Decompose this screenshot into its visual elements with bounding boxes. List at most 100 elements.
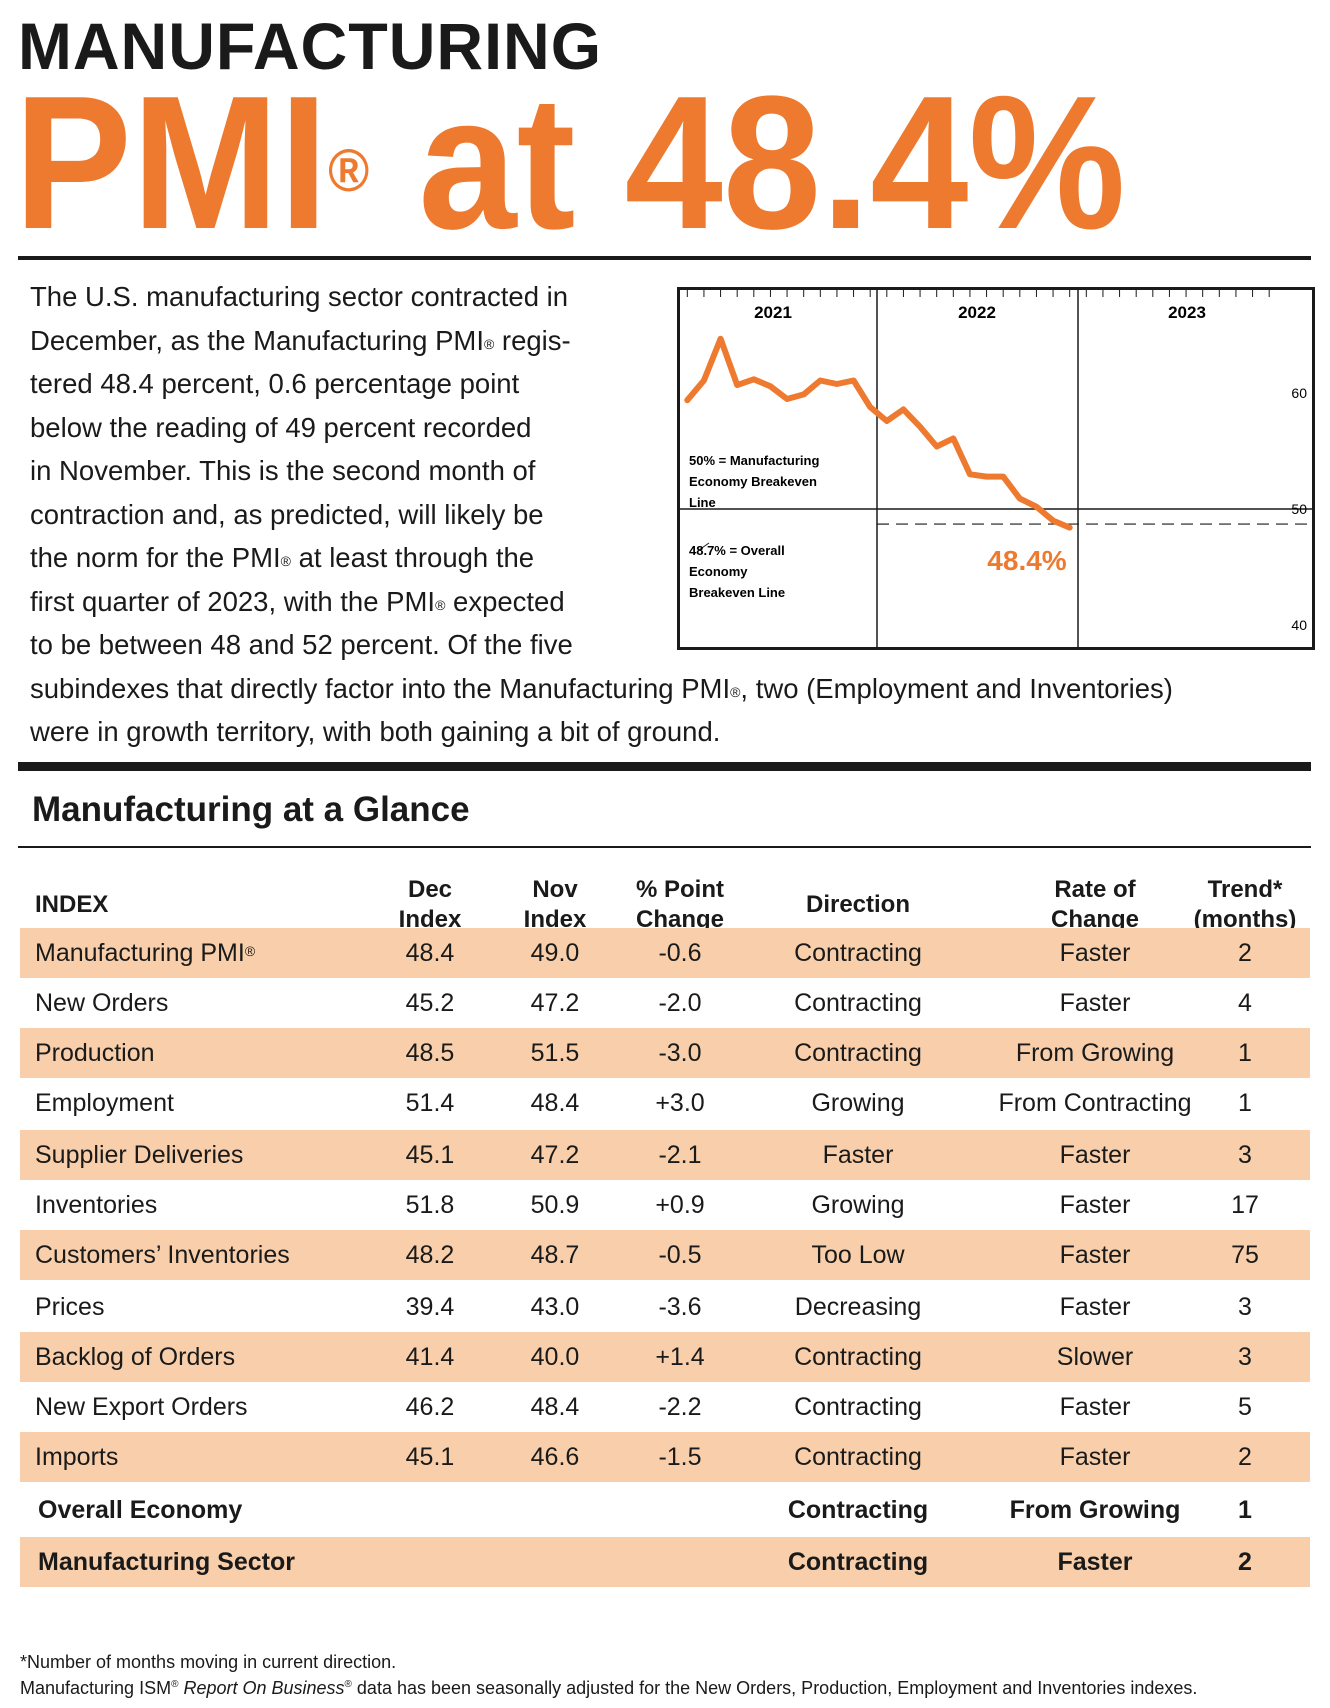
pmi-point bbox=[851, 377, 857, 383]
row-trend: 3 bbox=[1238, 1141, 1252, 1169]
row-direction: Contracting bbox=[794, 1443, 922, 1471]
glance-title: Manufacturing at a Glance bbox=[32, 790, 470, 829]
intro-paragraph: The U.S. manufacturing sector contracted… bbox=[30, 275, 1290, 754]
row-name: New Export Orders bbox=[35, 1393, 248, 1421]
row-name: Customers’ Inventories bbox=[35, 1241, 290, 1269]
headline-registered-mark: ® bbox=[328, 137, 370, 204]
row-nov: 50.9 bbox=[530, 1191, 580, 1219]
pmi-point bbox=[1017, 496, 1023, 502]
month-ticks bbox=[686, 289, 1270, 297]
table-row: Customers’ Inventories 48.2 48.7 -0.5 Too Lo… bbox=[20, 1230, 1310, 1280]
headline-value: at 48.4% bbox=[369, 57, 1126, 269]
pmi-series-points bbox=[684, 336, 1073, 531]
pmi-point bbox=[701, 377, 707, 383]
row-trend: 1 bbox=[1238, 1089, 1252, 1117]
registered-mark: ® bbox=[730, 683, 741, 700]
y-tick-60: 60 bbox=[1291, 385, 1307, 401]
pmi-series-line bbox=[684, 335, 1073, 531]
row-change: -2.1 bbox=[658, 1141, 702, 1169]
row-nov: 40.0 bbox=[530, 1343, 580, 1371]
row-nov: 43.0 bbox=[530, 1293, 580, 1321]
row-dec: 48.5 bbox=[405, 1039, 455, 1067]
pmi-point bbox=[984, 474, 990, 480]
pmi-point bbox=[1050, 518, 1056, 524]
summary-direction: Contracting bbox=[787, 1548, 929, 1576]
row-dec: 51.8 bbox=[405, 1191, 455, 1219]
row-dec: 39.4 bbox=[405, 1293, 455, 1321]
y-tick-40: 40 bbox=[1291, 617, 1307, 633]
row-direction: Growing bbox=[811, 1191, 905, 1219]
row-dec: 45.1 bbox=[405, 1443, 455, 1471]
intro-line: the norm for the PMI® at least through t… bbox=[30, 542, 535, 573]
row-rate: Faster bbox=[1059, 1443, 1131, 1471]
pmi-point bbox=[1000, 474, 1006, 480]
row-name: Supplier Deliveries bbox=[35, 1141, 244, 1169]
registered-mark: ® bbox=[280, 553, 291, 569]
pmi-point bbox=[734, 382, 740, 388]
intro-line: first quarter of 2023, with the PMI® exp… bbox=[30, 585, 565, 617]
row-rate: Faster bbox=[1059, 989, 1131, 1017]
pmi-point bbox=[884, 418, 890, 424]
row-rate: Faster bbox=[1059, 939, 1131, 967]
header-rate-1: Rate of bbox=[1054, 876, 1136, 903]
row-name: Imports bbox=[35, 1443, 119, 1471]
registered-mark: ® bbox=[435, 596, 446, 613]
header-trend-1: Trend* bbox=[1207, 876, 1283, 903]
intro-line: in November. This is the second month of bbox=[30, 455, 536, 486]
chart-frame bbox=[677, 287, 1315, 650]
row-trend: 75 bbox=[1231, 1241, 1259, 1269]
row-change: -2.0 bbox=[658, 989, 702, 1017]
row-trend: 3 bbox=[1238, 1343, 1252, 1371]
glance-title-rule bbox=[18, 846, 1311, 848]
footnote-seasonal: Manufacturing ISM® Report On Business® d… bbox=[20, 1678, 1198, 1698]
row-direction: Contracting bbox=[794, 1039, 922, 1067]
summary-trend: 1 bbox=[1238, 1496, 1252, 1524]
header-rule bbox=[18, 256, 1311, 260]
pmi-line-chart: 2021 2022 2023 60 50 40 50% = Manufactur… bbox=[677, 287, 1315, 650]
table-row: Inventories 51.8 50.9 +0.9 Growing Faster 17 bbox=[20, 1180, 1310, 1230]
row-name: Backlog of Orders bbox=[35, 1343, 236, 1371]
pmi-point bbox=[718, 336, 724, 342]
annotation-487-line2: Economy bbox=[689, 564, 748, 579]
row-change: -0.5 bbox=[658, 1241, 702, 1269]
registered-mark: ® bbox=[244, 943, 256, 959]
intro-line: to be between 48 and 52 percent. Of the … bbox=[30, 629, 573, 660]
summary-name: Manufacturing Sector bbox=[38, 1548, 295, 1576]
footnote-trend: *Number of months moving in current dire… bbox=[20, 1652, 397, 1672]
row-direction: Contracting bbox=[794, 1343, 922, 1371]
registered-mark: ® bbox=[344, 1679, 352, 1690]
row-dec: 45.1 bbox=[405, 1141, 455, 1169]
row-name: Production bbox=[35, 1039, 155, 1067]
row-nov: 47.2 bbox=[530, 1141, 580, 1169]
summary-name: Overall Economy bbox=[38, 1496, 243, 1524]
intro-line: were in growth territory, with both gain… bbox=[30, 716, 721, 747]
annotation-50-line1: 50% = Manufacturing bbox=[689, 453, 819, 468]
row-nov: 48.4 bbox=[530, 1089, 580, 1117]
row-trend: 1 bbox=[1238, 1039, 1252, 1067]
year-label-2022: 2022 bbox=[958, 303, 996, 322]
row-direction: Decreasing bbox=[794, 1293, 922, 1321]
intro-line: below the reading of 49 percent recorded bbox=[30, 411, 532, 443]
row-direction: Growing bbox=[811, 1089, 905, 1117]
headline-pmi-text: PMI bbox=[14, 57, 329, 269]
row-name: Prices bbox=[35, 1293, 105, 1321]
summary-rate: Faster bbox=[1057, 1548, 1133, 1576]
row-name: New Orders bbox=[35, 989, 169, 1017]
headline-pmi: PMI® at 48.4% bbox=[14, 68, 1126, 258]
row-trend: 2 bbox=[1238, 939, 1252, 967]
header-index: INDEX bbox=[35, 891, 109, 918]
pmi-point bbox=[684, 397, 690, 403]
row-change: +0.9 bbox=[655, 1191, 705, 1219]
registered-mark: ® bbox=[483, 335, 495, 352]
row-nov: 51.5 bbox=[530, 1039, 580, 1067]
row-change: -0.6 bbox=[658, 939, 702, 967]
row-change: +3.0 bbox=[655, 1089, 705, 1117]
pmi-point bbox=[900, 406, 906, 412]
pmi-point bbox=[801, 391, 807, 397]
pmi-point bbox=[817, 377, 823, 383]
pmi-point bbox=[751, 376, 757, 382]
row-dec: 46.2 bbox=[405, 1393, 455, 1421]
row-rate: From Contracting bbox=[998, 1089, 1192, 1117]
annotation-50-line2: Economy Breakeven bbox=[689, 474, 817, 489]
intro-line: The U.S. manufacturing sector contracted… bbox=[30, 281, 569, 312]
